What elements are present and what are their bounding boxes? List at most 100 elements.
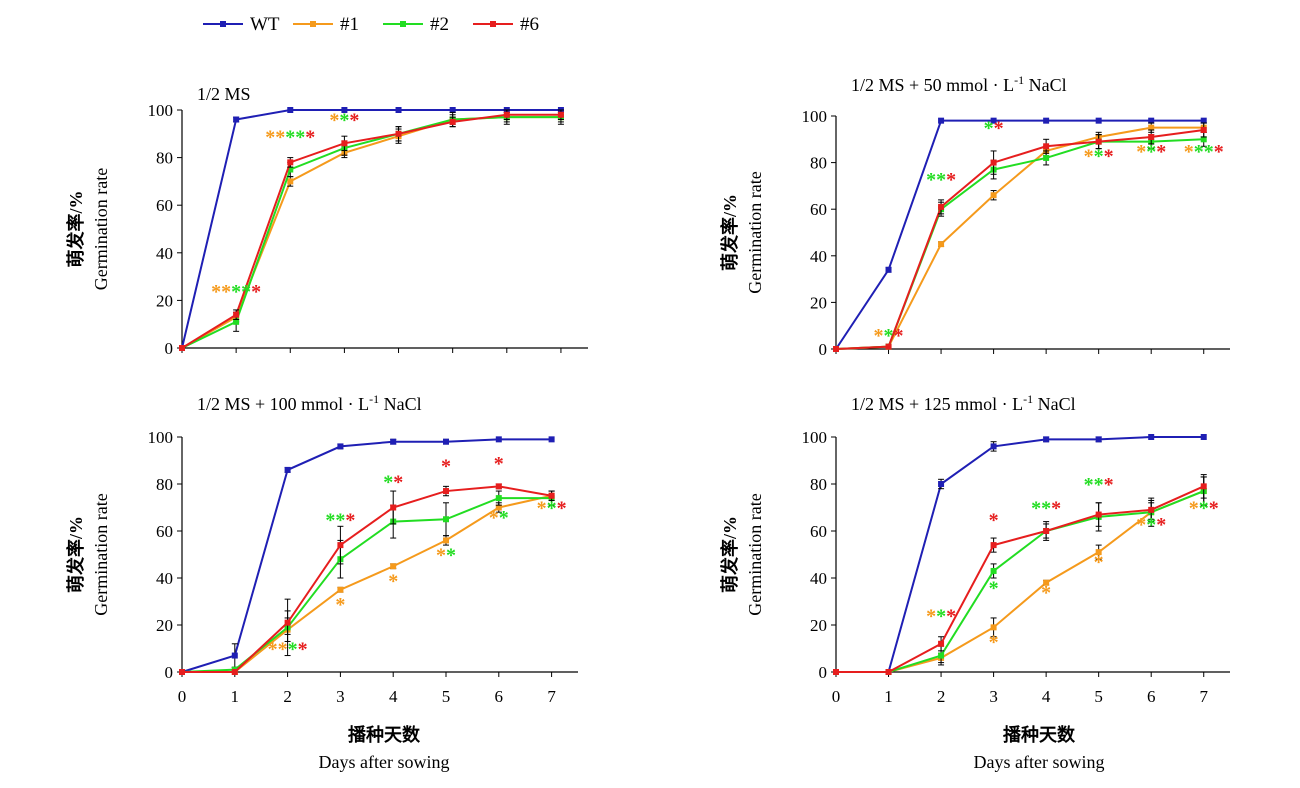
point-n2 [233,318,240,325]
point-n2 [990,567,997,574]
significance-n1: ** [211,281,231,303]
panel-title: 1/2 MS + 100 mmol · L-1 NaCl [197,392,422,414]
significance-n6: * [1156,514,1166,536]
panel-title: 1/2 MS [197,84,251,104]
y-tick-label: 100 [148,428,174,447]
point-n2 [1200,136,1207,143]
point-WT [1200,434,1207,440]
point-WT [548,436,555,443]
y-tick-label: 40 [156,244,173,263]
legend-marker-1 [310,21,316,27]
point-WT [1043,436,1050,443]
x-tick-label: 3 [336,687,345,706]
significance-n2: * [547,498,557,520]
significance-n1: * [388,570,398,592]
significance-mark: *** [1084,146,1114,168]
point-n2 [287,166,294,173]
ylabel-en: Germination rate [91,168,111,290]
point-WT [395,107,402,113]
ylabel-en: Germination rate [745,493,765,615]
point-WT [337,443,344,450]
point-WT [341,107,348,113]
legend-marker-2 [400,21,406,27]
significance-n1: * [335,594,345,616]
point-WT [938,117,945,124]
point-WT [449,107,456,113]
point-n2 [1043,154,1050,161]
point-n6 [395,130,402,137]
xlabel-cn-left: 播种天数 [348,724,421,745]
point-n6 [990,159,997,166]
x-tick-label: 6 [495,687,504,706]
significance-n6: * [349,110,359,132]
significance-n2: * [984,118,994,140]
point-n6 [1200,483,1207,490]
significance-n6: * [557,498,567,520]
significance-n1: ** [265,126,285,148]
point-n6 [1095,511,1102,518]
point-n1 [337,586,344,593]
point-n6 [231,669,238,675]
significance-mark: *** [1084,474,1114,496]
significance-mark: *** [926,169,956,191]
significance-n2: * [884,325,894,347]
significance-mark: **** [1184,141,1224,163]
significance-n6: * [1104,146,1114,168]
point-n6 [1148,506,1155,513]
point-WT [284,466,291,473]
point-n1 [1095,549,1102,556]
significance-mark: ***** [211,281,261,303]
point-n1 [390,563,397,570]
panel-title: 1/2 MS + 125 mmol · L-1 NaCl [851,392,1076,414]
point-n6 [938,203,945,210]
significance-n6: * [298,639,308,661]
title-end: NaCl [1033,394,1076,414]
series-line-n2 [181,116,561,349]
point-WT [1095,117,1102,124]
y-tick-label: 40 [810,247,827,266]
legend-marker-0 [220,21,226,27]
significance-n2: * [383,472,393,494]
legend-label-3: #6 [520,14,539,35]
significance-n2: * [446,545,456,567]
y-tick-label: 0 [165,339,174,358]
panel-100mm-nacl: 1/2 MS + 100 mmol · L-1 NaCl020406080100… [65,392,578,706]
point-n1 [938,241,945,248]
significance-mark: * [989,577,999,599]
point-WT [231,652,238,659]
significance-mark: *** [325,509,355,531]
point-WT [885,266,892,273]
significance-n1: * [1094,552,1104,574]
significance-n2: ** [926,169,946,191]
significance-mark: ** [984,118,1004,140]
y-tick-label: 0 [819,340,828,359]
point-n6 [503,111,510,118]
y-tick-label: 60 [156,522,173,541]
significance-mark: *** [926,606,956,628]
title-main: 1/2 MS + 125 mmol · L [851,394,1023,414]
point-n6 [341,140,348,147]
series-line-WT [835,119,1204,350]
significance-n6: * [393,472,403,494]
point-n6 [179,345,185,351]
ylabel-cn: 萌发率/% [65,190,86,267]
series-line-n2 [835,138,1204,350]
x-tick-label: 1 [884,687,893,706]
significance-n6: * [1051,498,1061,520]
point-n1 [443,537,449,544]
significance-n6: * [345,509,355,531]
point-WT [990,117,997,124]
y-tick-label: 60 [810,200,827,219]
title-sup: -1 [1023,392,1033,406]
point-n6 [885,343,892,350]
title-sup: -1 [369,392,379,406]
significance-n1: * [1184,141,1194,163]
legend-label-0: WT [250,14,280,35]
significance-n2: * [1146,514,1156,536]
point-n6 [1200,126,1207,133]
y-tick-label: 100 [802,428,828,447]
significance-n2: ** [325,509,345,531]
ylabel-en: Germination rate [745,171,765,293]
significance-n6: * [494,453,504,475]
point-n6 [443,488,449,495]
